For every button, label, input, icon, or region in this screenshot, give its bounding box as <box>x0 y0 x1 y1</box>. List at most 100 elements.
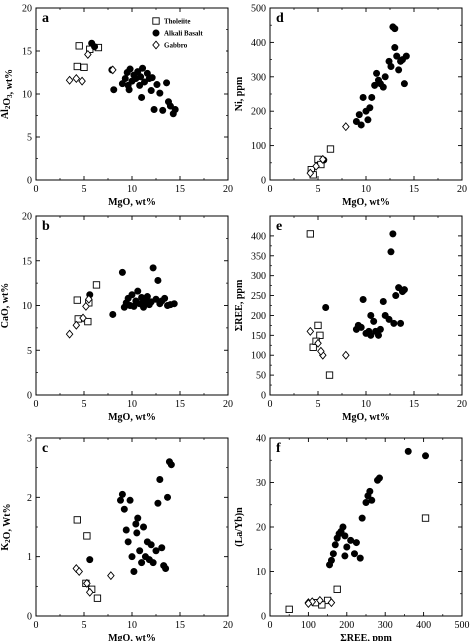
y-tick-label: 10 <box>22 301 32 312</box>
data-point <box>373 69 381 77</box>
data-point <box>397 319 405 327</box>
data-point <box>147 87 155 95</box>
y-tick-label: 15 <box>22 47 32 58</box>
data-point <box>163 79 171 87</box>
x-tick-label: 0 <box>268 184 273 195</box>
y-tick-label: 0 <box>27 612 32 623</box>
data-point <box>304 599 313 609</box>
data-point <box>154 276 162 284</box>
x-tick-label: 20 <box>223 399 233 410</box>
panel-b: 0 5 10 15 20 0 5 10 15 20 MgO, wt% CaO, wt% b <box>0 212 233 424</box>
series-gabbro <box>65 294 93 339</box>
y-tick-label: 20 <box>256 523 266 534</box>
data-point <box>128 553 136 561</box>
x-tick-label: 10 <box>127 399 137 410</box>
x-tick-label: 5 <box>82 184 87 195</box>
data-point <box>327 598 336 608</box>
data-point <box>118 268 126 276</box>
data-point <box>137 73 145 81</box>
y-tick-label: 200 <box>251 107 266 118</box>
y-tick-label: 0 <box>27 391 32 402</box>
data-point <box>326 145 335 153</box>
data-point <box>147 541 155 549</box>
legend-marker <box>152 17 160 25</box>
data-point <box>359 296 367 304</box>
data-point <box>84 317 92 326</box>
x-tick-label: 20 <box>457 399 467 410</box>
series-gabbro <box>72 564 115 597</box>
panel-f: 0 100 200 300 400 500 0 10 20 30 40 ΣREE, ppm (La/Yb… <box>234 434 470 641</box>
data-point <box>162 565 170 573</box>
data-point <box>367 311 375 319</box>
data-point <box>285 605 293 613</box>
data-point <box>91 43 99 51</box>
data-point <box>329 550 337 558</box>
data-point <box>143 293 151 301</box>
data-point <box>376 325 384 333</box>
data-point <box>79 313 87 323</box>
data-point <box>80 63 88 71</box>
data-point <box>312 161 320 171</box>
y-tick-label: 400 <box>251 38 266 49</box>
data-point <box>316 331 324 339</box>
y-tick-label: 100 <box>251 351 266 362</box>
x-tick-label: 20 <box>457 184 467 195</box>
data-point <box>379 83 387 91</box>
data-point <box>392 292 400 300</box>
x-tick-label: 0 <box>34 184 39 195</box>
x-tick-label: 15 <box>175 399 185 410</box>
data-point <box>154 499 162 507</box>
data-point <box>159 106 167 114</box>
data-point <box>356 554 364 562</box>
y-tick-label: 500 <box>251 4 266 15</box>
y-tick-label: 30 <box>256 478 266 489</box>
data-point <box>366 104 374 112</box>
data-point <box>150 105 158 113</box>
data-point <box>342 350 350 360</box>
data-point <box>316 595 324 605</box>
x-tick-label: 15 <box>409 184 419 195</box>
data-point <box>86 556 94 564</box>
data-point <box>379 298 387 306</box>
data-point <box>122 526 130 534</box>
x-tick-label: 15 <box>175 620 185 631</box>
y-tick-label: 5 <box>27 133 32 144</box>
series-gabbro <box>306 122 350 178</box>
data-point <box>359 93 367 101</box>
data-point <box>171 105 179 113</box>
data-point <box>422 452 430 460</box>
data-point <box>164 493 172 501</box>
data-point <box>402 52 410 60</box>
y-tick-label: 15 <box>22 256 32 267</box>
data-point <box>140 299 148 307</box>
x-tick-label: 20 <box>223 620 233 631</box>
data-point <box>124 538 132 546</box>
data-point <box>390 319 398 327</box>
panel-letter: d <box>276 11 284 26</box>
data-point <box>333 585 341 593</box>
x-tick-label: 200 <box>339 620 354 631</box>
data-point <box>134 514 142 522</box>
series-alkali-basalt <box>86 264 178 318</box>
x-tick-label: 20 <box>223 184 233 195</box>
data-point <box>109 310 117 318</box>
data-point <box>116 496 124 504</box>
y-tick-label: 20 <box>22 212 32 223</box>
series-alkali-basalt <box>88 39 179 118</box>
data-point <box>133 529 141 537</box>
panel-letter: b <box>42 219 50 234</box>
x-axis-label: MgO, wt% <box>342 197 390 208</box>
y-tick-label: 300 <box>251 271 266 282</box>
panel-letter: f <box>276 441 281 456</box>
y-tick-label: 300 <box>251 72 266 83</box>
y-tick-label: 250 <box>251 291 266 302</box>
plot-frame <box>269 215 463 396</box>
y-tick-label: 400 <box>251 231 266 242</box>
panel-letter: e <box>276 219 282 234</box>
x-axis-label: MgO, wt% <box>108 633 156 641</box>
plot-frame <box>35 437 229 617</box>
data-point <box>306 230 314 238</box>
